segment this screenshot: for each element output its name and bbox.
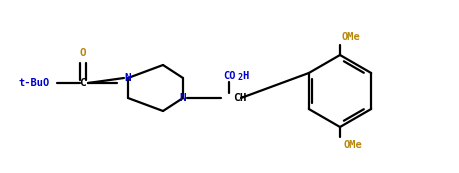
Text: C: C	[79, 78, 86, 88]
Text: CH: CH	[233, 93, 246, 103]
Text: 2: 2	[237, 74, 242, 83]
Text: N: N	[125, 73, 131, 83]
Text: OMe: OMe	[342, 32, 361, 42]
Text: O: O	[79, 48, 86, 58]
Text: CO: CO	[223, 71, 235, 81]
Text: OMe: OMe	[344, 140, 363, 150]
Text: t-BuO: t-BuO	[18, 78, 50, 88]
Text: H: H	[242, 71, 248, 81]
Text: N: N	[179, 93, 186, 103]
